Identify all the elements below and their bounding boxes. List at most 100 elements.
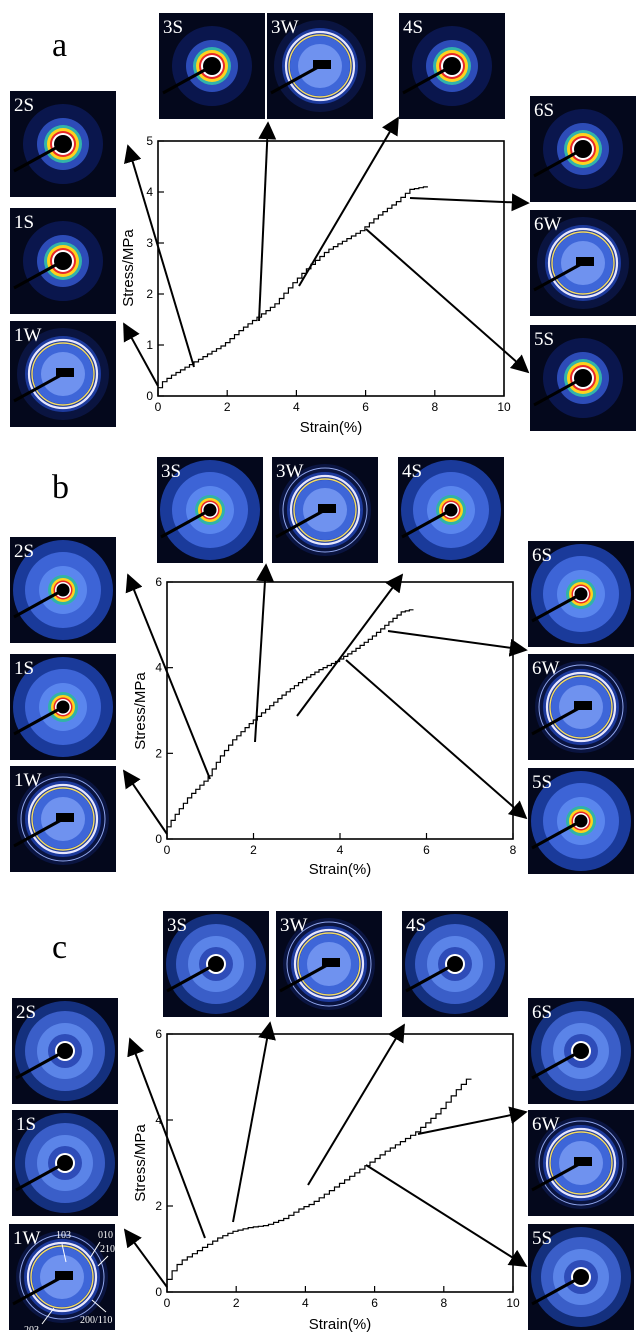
pattern-label: 3W — [271, 17, 299, 38]
pattern-image-6s-b: 6S — [528, 541, 634, 647]
pattern-image-3w-c: 3W — [276, 911, 382, 1017]
pattern-image-6w-b: 6W — [528, 654, 634, 760]
pattern-image-4s-a: 4S — [399, 13, 505, 119]
beam-stop — [279, 962, 330, 993]
x-tick-label: 2 — [224, 400, 231, 414]
pattern-label: 6S — [534, 100, 554, 121]
beam-stop — [275, 508, 326, 539]
miller-label-103: 103 — [56, 1230, 71, 1241]
annotation-arrows-b — [122, 563, 528, 835]
beam-stop — [533, 147, 584, 178]
y-tick-label: 6 — [155, 1027, 162, 1041]
y-tick-label: 0 — [155, 832, 162, 846]
y-tick-label: 0 — [155, 1285, 162, 1299]
x-tick-label: 6 — [371, 1296, 378, 1310]
beam-stop — [531, 705, 582, 736]
x-tick-label: 4 — [302, 1296, 309, 1310]
arrow-to-5s-a — [365, 228, 530, 374]
y-tick-label: 4 — [146, 185, 153, 199]
beam-stop — [402, 64, 453, 95]
pattern-label: 3S — [167, 915, 187, 936]
miller-arrow-103 — [61, 1243, 67, 1263]
miller-annotations-c: 103 010 210 203 200/110 — [24, 1230, 115, 1336]
arrow-to-4s-b — [296, 573, 404, 717]
pattern-image-3s-b: 3S — [157, 457, 263, 563]
pattern-label: 6W — [534, 214, 562, 235]
pattern-image-2s-a: 2S — [10, 91, 116, 197]
x-tick-label: 8 — [440, 1296, 447, 1310]
beam-stop — [533, 376, 584, 407]
y-ticks-c: 0 2 4 6 — [155, 1027, 173, 1299]
beam-stop — [531, 819, 582, 850]
y-tick-label: 2 — [155, 1199, 162, 1213]
y-tick-label: 1 — [146, 338, 153, 352]
pattern-image-5s-b: 5S — [528, 768, 634, 874]
beam-stop — [533, 261, 584, 292]
beam-stop — [531, 1161, 582, 1192]
y-ticks-a: 0 1 2 3 4 5 — [146, 134, 164, 403]
pattern-label: 4S — [402, 461, 422, 482]
panel-label-c: c — [52, 929, 67, 966]
arrow-to-2s-a — [124, 144, 195, 368]
pattern-image-5s-a: 5S — [530, 325, 636, 431]
x-tick-label: 4 — [337, 843, 344, 857]
panel-label-a: a — [52, 27, 67, 64]
panel-c: c 0 2 4 6 8 10 0 2 4 6 Strain(%) Stress/MPa 3S 3… — [9, 911, 634, 1336]
arrow-to-2s-b — [125, 573, 211, 780]
miller-arrow-203 — [41, 1307, 55, 1325]
pattern-image-1w-b: 1W — [10, 766, 116, 872]
y-ticks-b: 0 2 4 6 — [155, 575, 173, 846]
arrow-to-6s-a — [409, 193, 530, 212]
beam-stop — [15, 1161, 66, 1192]
beam-stop — [13, 817, 64, 848]
pattern-image-6w-c: 6W — [528, 1110, 634, 1216]
pattern-image-3s-c: 3S — [163, 911, 269, 1017]
x-tick-label: 6 — [362, 400, 369, 414]
pattern-label: 6W — [532, 658, 560, 679]
stress-strain-curve-b — [166, 609, 414, 839]
pattern-label: 1W — [14, 325, 42, 346]
x-ticks-c: 0 2 4 6 8 10 — [164, 1286, 520, 1310]
arrow-to-3s-b — [254, 563, 274, 743]
y-tick-label: 4 — [155, 661, 162, 675]
pattern-image-6s-c: 6S — [528, 998, 634, 1104]
pattern-label: 3S — [161, 461, 181, 482]
x-tick-label: 10 — [506, 1296, 520, 1310]
beam-stop — [13, 372, 64, 403]
pattern-image-1s-a: 1S — [10, 208, 116, 314]
beam-stop — [13, 259, 64, 290]
arrow-to-5s-c — [365, 1164, 528, 1267]
panel-a: a 0 2 4 6 8 10 0 1 2 3 4 5 Strain(%) Stress/MPa 3S… — [10, 13, 636, 436]
pattern-label: 4S — [406, 915, 426, 936]
pattern-label: 3W — [276, 461, 304, 482]
y-axis-label-b: Stress/MPa — [132, 672, 149, 750]
y-tick-label: 4 — [155, 1113, 162, 1127]
pattern-image-2s-b: 2S — [10, 537, 116, 643]
miller-label-210: 210 — [100, 1244, 115, 1255]
pattern-image-4s-c: 4S — [402, 911, 508, 1017]
arrow-to-6s-c — [417, 1106, 528, 1135]
arrow-to-5s-b — [345, 659, 528, 820]
stress-strain-curve-c — [166, 1078, 472, 1292]
x-tick-label: 4 — [293, 400, 300, 414]
beam-stop — [270, 64, 321, 95]
pattern-label: 2S — [16, 1002, 36, 1023]
arrow-to-1w-a — [123, 322, 159, 387]
pattern-label: 5S — [532, 772, 552, 793]
beam-stop — [13, 588, 64, 619]
pattern-image-1s-b: 1S — [10, 654, 116, 760]
pattern-image-6s-a: 6S — [530, 96, 636, 202]
pattern-label: 1S — [14, 658, 34, 679]
pattern-label: 2S — [14, 95, 34, 116]
x-tick-label: 0 — [164, 1296, 171, 1310]
pattern-label: 5S — [532, 1228, 552, 1249]
arrow-to-4s-a — [298, 116, 399, 287]
pattern-image-4s-b: 4S — [398, 457, 504, 563]
panel-label-b: b — [52, 469, 69, 506]
beam-stop — [162, 64, 213, 95]
beam-stop — [13, 705, 64, 736]
pattern-label: 6S — [532, 1002, 552, 1023]
y-tick-label: 5 — [146, 134, 153, 148]
y-tick-label: 0 — [146, 389, 153, 403]
